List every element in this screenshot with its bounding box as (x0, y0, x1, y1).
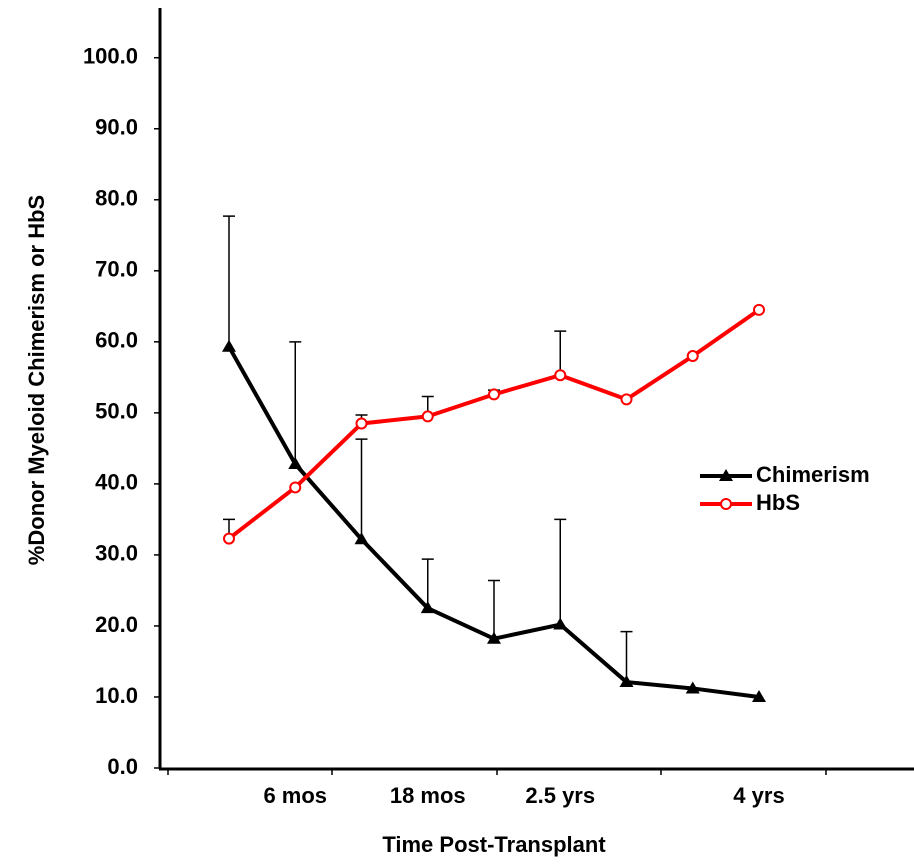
error-bar (620, 630, 633, 683)
x-tick-label: 2.5 yrs (525, 783, 595, 808)
y-tick-label: 70.0 (95, 257, 138, 282)
data-point (223, 532, 235, 545)
x-tick-label: 4 yrs (733, 783, 784, 808)
x-axis-label: Time Post-Transplant (382, 832, 606, 857)
y-tick-label: 50.0 (95, 399, 138, 424)
data-point (421, 410, 434, 423)
error-bar (289, 341, 302, 464)
x-axis-ticks (167, 769, 827, 775)
legend-marker (719, 469, 733, 481)
y-tick-label: 60.0 (95, 328, 138, 353)
legend-marker (720, 498, 732, 510)
error-bar (223, 215, 235, 347)
error-bar (421, 558, 434, 609)
data-point (753, 303, 765, 316)
legend-label: HbS (756, 490, 800, 515)
y-tick-label: 90.0 (95, 115, 138, 140)
y-axis-label: %Donor Myeloid Chimerism or HbS (24, 195, 49, 565)
error-bar (488, 579, 500, 639)
y-tick-label: 0.0 (107, 754, 138, 779)
y-tick-label: 100.0 (83, 44, 138, 69)
data-point (355, 417, 368, 430)
data-point (289, 481, 302, 494)
data-point (620, 393, 633, 406)
data-point (685, 681, 700, 694)
y-tick-label: 40.0 (95, 470, 138, 495)
data-point (686, 350, 699, 363)
data-point (553, 617, 568, 630)
data-point (619, 675, 634, 688)
legend-label: Chimerism (756, 462, 870, 487)
series-line (227, 308, 761, 541)
y-tick-label: 10.0 (95, 683, 138, 708)
data-point (554, 369, 567, 382)
data-point (222, 339, 236, 352)
error-bar (554, 330, 567, 376)
error-bar (554, 518, 567, 625)
data-point (752, 689, 766, 702)
x-tick-label: 18 mos (390, 783, 466, 808)
error-bar (355, 438, 368, 540)
data-point (487, 631, 501, 644)
data-point (420, 601, 435, 614)
y-tick-label: 30.0 (95, 541, 138, 566)
data-point (354, 532, 369, 545)
data-point (288, 457, 303, 469)
y-tick-label: 20.0 (95, 612, 138, 637)
x-tick-label: 6 mos (263, 783, 327, 808)
data-point (488, 388, 500, 401)
y-tick-label: 80.0 (95, 186, 138, 211)
